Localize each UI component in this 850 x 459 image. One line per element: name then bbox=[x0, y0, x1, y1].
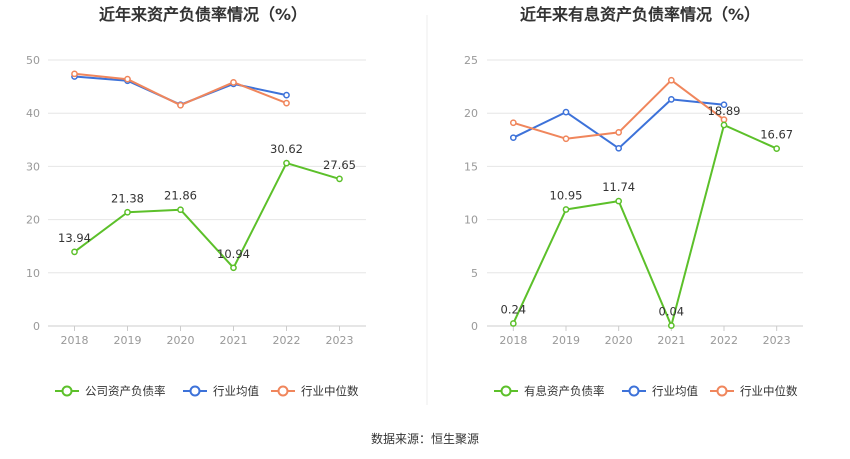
data-point bbox=[667, 322, 675, 329]
x-tick-label: 2018 bbox=[499, 334, 527, 347]
data-point bbox=[283, 159, 290, 167]
x-tick-label: 2021 bbox=[657, 334, 685, 347]
data-label: 0.04 bbox=[659, 305, 685, 319]
legend-marker bbox=[61, 385, 73, 397]
x-tick-label: 2020 bbox=[167, 334, 195, 347]
legend-label: 行业中位数 bbox=[740, 384, 798, 398]
legend-marker bbox=[500, 385, 512, 397]
x-tick-label: 2023 bbox=[763, 334, 791, 347]
y-tick-label: 20 bbox=[464, 107, 478, 120]
data-point bbox=[336, 175, 343, 183]
data-label: 13.94 bbox=[58, 231, 91, 245]
data-point bbox=[283, 91, 290, 99]
x-tick-label: 2022 bbox=[273, 334, 301, 347]
legend-item[interactable]: 行业中位数 bbox=[271, 384, 359, 398]
data-point bbox=[177, 206, 184, 214]
y-tick-label: 10 bbox=[26, 267, 40, 280]
legend-marker bbox=[189, 385, 201, 397]
legend-label: 行业均值 bbox=[652, 384, 698, 398]
debt-ratio-chart: 近年来资产负债率情况（%） 0 10 20 30 40 50 2018 2019 2020 2021… bbox=[26, 5, 366, 398]
y-tick-label: 15 bbox=[464, 160, 478, 173]
data-point bbox=[124, 75, 131, 83]
data-point bbox=[720, 101, 728, 109]
legend-label: 公司资产负债率 bbox=[85, 384, 166, 398]
data-point bbox=[283, 99, 290, 107]
data-point bbox=[562, 135, 570, 143]
legend-label: 行业均值 bbox=[213, 384, 259, 398]
data-point bbox=[71, 70, 78, 78]
x-tick-label: 2020 bbox=[605, 334, 633, 347]
data-label: 21.86 bbox=[164, 189, 197, 203]
x-tick-label: 2019 bbox=[552, 334, 580, 347]
data-label: 21.38 bbox=[111, 191, 144, 205]
x-tick-label: 2022 bbox=[710, 334, 738, 347]
y-tick-label: 5 bbox=[471, 267, 478, 280]
series-line bbox=[73, 162, 340, 269]
y-tick-label: 0 bbox=[471, 320, 478, 333]
data-point bbox=[71, 248, 78, 256]
x-tick-label: 2021 bbox=[220, 334, 248, 347]
y-tick-label: 50 bbox=[26, 54, 40, 67]
data-source-label: 数据来源：恒生聚源 bbox=[371, 431, 479, 446]
legend-marker bbox=[716, 385, 728, 397]
legend-item[interactable]: 有息资产负债率 bbox=[494, 384, 605, 398]
data-point bbox=[509, 134, 517, 142]
data-label: 11.74 bbox=[602, 180, 635, 194]
legend-item[interactable]: 行业中位数 bbox=[710, 384, 798, 398]
y-tick-label: 20 bbox=[26, 214, 40, 227]
x-tick-label: 2023 bbox=[326, 334, 354, 347]
data-point bbox=[562, 206, 570, 213]
y-tick-label: 40 bbox=[26, 107, 40, 120]
data-label: 18.89 bbox=[708, 104, 741, 118]
data-label: 16.67 bbox=[760, 128, 793, 142]
data-label: 10.94 bbox=[217, 247, 250, 261]
legend-marker bbox=[628, 385, 640, 397]
chart-title: 近年来资产负债率情况（%） bbox=[99, 5, 307, 24]
data-point bbox=[509, 119, 517, 127]
legend-marker bbox=[277, 385, 289, 397]
series-line bbox=[512, 124, 778, 327]
chart-title: 近年来有息资产负债率情况（%） bbox=[520, 5, 760, 24]
data-label: 30.62 bbox=[270, 142, 303, 156]
series-line bbox=[512, 98, 725, 150]
data-point bbox=[230, 78, 237, 86]
data-point bbox=[615, 197, 623, 205]
x-tick-label: 2018 bbox=[61, 334, 89, 347]
data-point bbox=[667, 76, 675, 84]
data-point bbox=[177, 101, 184, 109]
data-point bbox=[773, 145, 781, 152]
x-tick-label: 2019 bbox=[114, 334, 142, 347]
data-point bbox=[615, 144, 623, 152]
legend-label: 有息资产负债率 bbox=[524, 384, 605, 398]
legend-item[interactable]: 行业均值 bbox=[183, 384, 259, 398]
y-tick-label: 30 bbox=[26, 160, 40, 173]
legend-item[interactable]: 行业均值 bbox=[622, 384, 698, 398]
data-point bbox=[230, 264, 237, 272]
data-point bbox=[615, 129, 623, 136]
data-point bbox=[509, 320, 517, 327]
y-tick-label: 10 bbox=[464, 214, 478, 227]
data-point bbox=[562, 108, 570, 116]
interest-debt-ratio-chart: 近年来有息资产负债率情况（%） 0 5 10 15 20 25 2018 2019 2020 202… bbox=[464, 5, 803, 398]
y-tick-label: 0 bbox=[33, 320, 40, 333]
legend-label: 行业中位数 bbox=[301, 384, 359, 398]
legend-item[interactable]: 公司资产负债率 bbox=[55, 384, 166, 398]
data-label: 0.24 bbox=[501, 302, 527, 316]
y-tick-label: 25 bbox=[464, 54, 478, 67]
data-point bbox=[124, 208, 131, 216]
data-label: 27.65 bbox=[323, 158, 356, 172]
data-point bbox=[667, 96, 675, 103]
data-point bbox=[720, 121, 728, 129]
data-label: 10.95 bbox=[550, 188, 583, 202]
